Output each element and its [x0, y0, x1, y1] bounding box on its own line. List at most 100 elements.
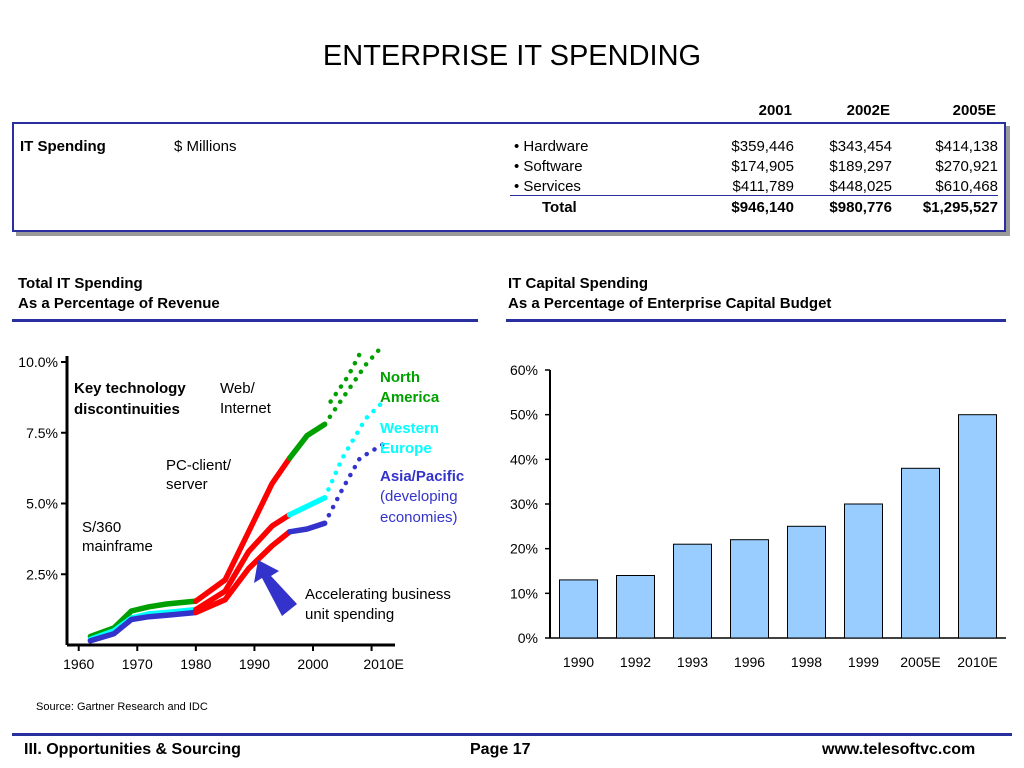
source-note: Source: Gartner Research and IDC: [36, 701, 208, 713]
bar-chart-y-tick-label: 30%: [510, 496, 538, 512]
s360-label: S/360: [82, 519, 121, 536]
bar-1990: [559, 579, 598, 639]
left-title-rule: [12, 319, 478, 322]
line-chart-x-tick-label: 1980: [180, 656, 211, 672]
accelerating-arrow-icon: [254, 560, 297, 616]
line-chart-x-tick-label: 1990: [239, 656, 270, 672]
line-chart-x-tick-label: 2010E: [363, 656, 403, 672]
web-label: Web/: [220, 380, 256, 397]
total-2005e: $1,295,527: [922, 199, 998, 216]
software-2001: $174,905: [731, 158, 794, 175]
bar-chart-y-tick-label: 10%: [510, 585, 538, 601]
series-projection-asia-pacific: [322, 441, 386, 526]
left-chart-title: Total IT Spending As a Percentage of Rev…: [18, 274, 220, 314]
software-2005e: $270,921: [935, 158, 998, 175]
footer-page-number: Page 17: [470, 741, 531, 758]
services-2002e: $448,025: [829, 178, 892, 195]
year-header-2001: 2001: [758, 102, 792, 119]
services-label: • Services: [514, 178, 581, 195]
bar-1999: [844, 503, 883, 639]
key-technology-label: Key technology: [74, 380, 186, 397]
server-label: server: [166, 476, 208, 493]
bar-chart-tick-labels: 0% 10% 20% 30% 40% 50% 60% 1990 1992 1993 1996 1998…: [510, 362, 998, 670]
bar-chart-x-tick-label: 2005E: [900, 654, 940, 670]
bar-chart-x-tick-label: 1999: [848, 654, 879, 670]
series-line-asia-pacific: [193, 529, 293, 616]
bar-chart-bars: [559, 414, 997, 639]
bar-chart-x-tick-label: 2010E: [957, 654, 997, 670]
discontinuities-label: discontinuities: [74, 401, 180, 418]
services-2001: $411,789: [732, 178, 794, 195]
series-line-western-europe: [193, 512, 293, 613]
line-chart-axes: [61, 356, 395, 651]
bar-2010E: [958, 414, 997, 639]
right-title-rule: [506, 319, 1006, 322]
bar-chart-x-tick-label: 1990: [563, 654, 594, 670]
bar-chart-y-tick-label: 0%: [518, 630, 538, 646]
footer-section: III. Opportunities & Sourcing: [24, 741, 241, 758]
software-2002e: $189,297: [829, 158, 892, 175]
year-header-2002e: 2002E: [846, 102, 890, 119]
bar-chart-y-tick-label: 20%: [510, 541, 538, 557]
legend-europe: Europe: [380, 440, 432, 457]
line-chart-y-tick-label: 7.5%: [26, 425, 58, 441]
pc-client-label: PC-client/: [166, 457, 232, 474]
footer-url[interactable]: www.telesoftvc.com: [822, 741, 976, 758]
internet-label: Internet: [220, 400, 272, 417]
bar-chart-x-tick-label: 1992: [620, 654, 651, 670]
bar-chart-y-tick-label: 50%: [510, 407, 538, 423]
series-projection-western-europe: [322, 399, 386, 501]
line-chart-x-tick-label: 1970: [122, 656, 153, 672]
legend-western: Western: [380, 420, 439, 437]
bar-1993: [673, 543, 712, 639]
line-chart-tick-labels: 2.5% 5.0% 7.5% 10.0% 1960 1970 1980 1990 2000 201…: [18, 354, 404, 672]
row-label: IT Spending: [20, 138, 106, 155]
year-header-2005e: 2005E: [952, 102, 996, 119]
services-2005e: $610,468: [935, 178, 998, 195]
right-chart-title-line1: IT Capital Spending: [508, 275, 649, 292]
bar-chart-x-tick-label: 1998: [791, 654, 822, 670]
total-divider: [510, 195, 998, 196]
line-chart-y-tick-label: 10.0%: [18, 354, 58, 370]
bar-chart-y-tick-label: 60%: [510, 362, 538, 378]
legend-north: North: [380, 369, 420, 386]
footer-rule: [12, 733, 1012, 736]
right-chart-title: IT Capital Spending As a Percentage of E…: [508, 274, 831, 314]
series-line-north-america: [193, 455, 293, 604]
total-2001: $946,140: [731, 199, 794, 216]
series-projection-north-america: [322, 342, 386, 427]
total-2002e: $980,776: [829, 199, 892, 216]
left-chart-title-line2: As a Percentage of Revenue: [18, 295, 220, 312]
accelerating-label: Accelerating business: [305, 586, 451, 603]
line-chart-series: [87, 342, 386, 644]
mainframe-label: mainframe: [82, 538, 153, 555]
left-chart-title-line1: Total IT Spending: [18, 275, 143, 292]
unit-label: $ Millions: [174, 138, 237, 155]
series-projection-north-america-upper: [328, 351, 363, 404]
hardware-2001: $359,446: [731, 138, 794, 155]
bar-1996: [730, 539, 769, 639]
it-spending-line-chart: 2.5% 5.0% 7.5% 10.0% 1960 1970 1980 1990 2000 201…: [18, 342, 464, 672]
spending-table: IT Spending $ Millions • Hardware $359,4…: [12, 122, 1006, 232]
line-chart-x-tick-label: 1960: [63, 656, 94, 672]
legend-america: America: [380, 389, 440, 406]
hardware-2005e: $414,138: [935, 138, 998, 155]
it-capital-bar-chart: 0% 10% 20% 30% 40% 50% 60% 1990 1992 1993 1996 1998…: [510, 362, 1006, 670]
right-chart-title-line2: As a Percentage of Enterprise Capital Bu…: [508, 295, 832, 312]
bar-1998: [787, 525, 826, 639]
bar-chart-x-tick-label: 1993: [677, 654, 708, 670]
bar-chart-y-tick-label: 40%: [510, 451, 538, 467]
bar-2005E: [901, 467, 940, 639]
bar-1992: [616, 575, 655, 639]
total-label: Total: [542, 199, 577, 216]
unit-spending-label: unit spending: [305, 606, 394, 623]
line-chart-y-tick-label: 5.0%: [26, 496, 58, 512]
software-label: • Software: [514, 158, 583, 175]
page-title: ENTERPRISE IT SPENDING: [322, 40, 702, 72]
series-line-asia-pacific: [87, 609, 199, 644]
hardware-2002e: $343,454: [829, 138, 892, 155]
series-line-north-america: [286, 421, 328, 461]
legend-asia-pacific: Asia/Pacific: [380, 468, 464, 485]
series-line-western-europe: [286, 495, 328, 518]
legend-economies: economies): [380, 509, 458, 526]
